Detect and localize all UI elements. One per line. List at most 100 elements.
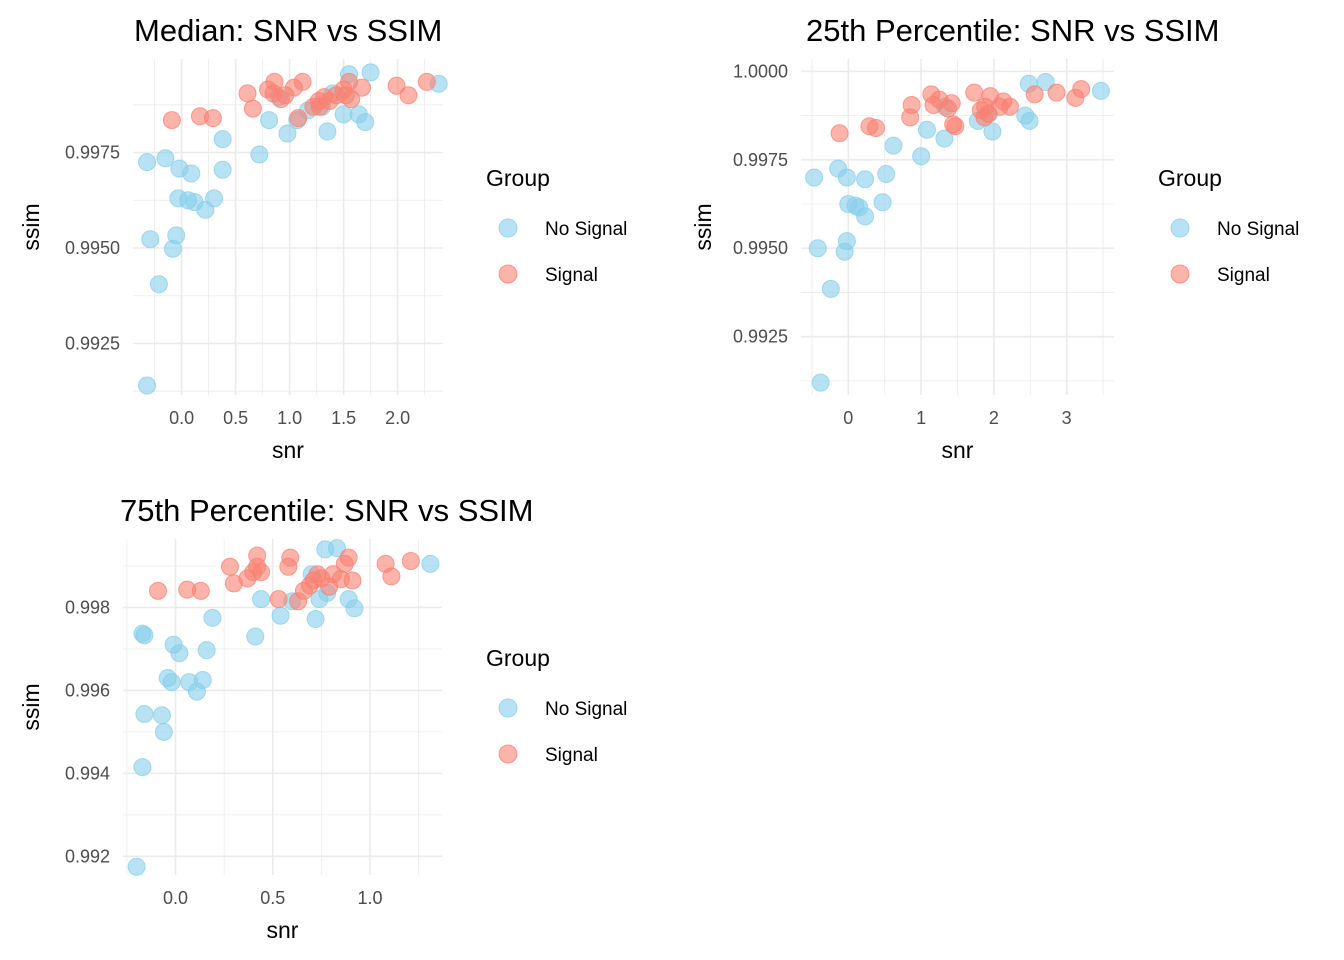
data-point — [238, 84, 257, 103]
data-point — [246, 627, 265, 646]
y-tick-label: 0.9975 — [733, 150, 788, 170]
y-axis-label: ssim — [18, 683, 44, 730]
data-point — [133, 758, 152, 777]
x-tick-label: 0.5 — [223, 408, 248, 428]
data-point — [1047, 83, 1066, 102]
legend-label: No Signal — [545, 699, 627, 720]
chart-median: 0.0 0.5 1.0 1.5 2.0 0.9925 0.9950 0.9975 snr ssim… — [18, 13, 627, 463]
data-point — [387, 76, 406, 95]
data-point — [401, 551, 420, 570]
legend-marker — [1170, 218, 1190, 238]
data-point — [811, 373, 830, 392]
data-point — [342, 90, 361, 109]
data-point — [203, 109, 222, 128]
data-point — [156, 149, 175, 168]
data-point — [135, 626, 154, 645]
data-point — [191, 581, 210, 600]
x-axis-label: snr — [942, 437, 974, 463]
x-axis-label: snr — [272, 437, 304, 463]
data-point — [138, 153, 157, 172]
y-tick-label: 1.0000 — [733, 61, 788, 81]
data-point — [837, 232, 856, 251]
data-point — [162, 673, 181, 692]
y-axis-label: ssim — [18, 203, 44, 250]
data-point — [265, 72, 284, 91]
legend: Group No Signal Signal — [486, 645, 627, 766]
data-point — [135, 705, 154, 724]
data-point — [399, 86, 418, 105]
data-point — [213, 130, 232, 149]
y-tick-label: 0.9950 — [733, 238, 788, 258]
data-point — [334, 105, 353, 124]
x-tick-label: 0 — [843, 408, 853, 428]
series-signal — [162, 72, 436, 130]
data-point — [149, 581, 168, 600]
legend-marker — [498, 744, 518, 764]
legend-title: Group — [1158, 165, 1222, 191]
data-point — [138, 376, 157, 395]
chart-title: 75th Percentile: SNR vs SSIM — [120, 493, 534, 528]
data-point — [902, 95, 921, 114]
data-point — [352, 78, 371, 97]
legend-marker — [498, 698, 518, 718]
data-point — [248, 546, 267, 565]
legend-label: Signal — [545, 745, 598, 766]
data-point — [149, 275, 168, 294]
series-signal — [149, 546, 420, 611]
data-point — [356, 113, 375, 131]
data-point — [152, 706, 171, 725]
data-point — [327, 539, 346, 558]
x-tick-label: 1.5 — [331, 408, 356, 428]
data-point — [421, 554, 440, 573]
legend-label: Signal — [545, 265, 598, 286]
data-point — [260, 111, 279, 130]
data-point — [243, 99, 262, 118]
grid — [133, 59, 443, 395]
data-point — [942, 94, 961, 113]
data-point — [252, 590, 271, 609]
data-point — [808, 239, 827, 258]
data-point — [141, 230, 160, 249]
x-tick-label: 0.5 — [260, 888, 285, 908]
x-tick-label: 3 — [1062, 408, 1072, 428]
data-point — [250, 145, 269, 164]
chart-25th-percentile: 0 1 2 3 0.9925 0.9950 0.9975 1.0000 snr ssim 25th … — [690, 13, 1299, 463]
data-point — [1025, 85, 1044, 104]
data-point — [873, 193, 892, 212]
data-point — [281, 548, 300, 567]
legend: Group No Signal Signal — [1158, 165, 1299, 286]
data-point — [271, 606, 290, 625]
series-signal — [830, 80, 1091, 143]
data-point — [220, 557, 239, 576]
legend: Group No Signal Signal — [486, 165, 627, 286]
data-point — [805, 168, 824, 187]
data-point — [1072, 80, 1091, 99]
x-tick-label: 1.0 — [358, 888, 383, 908]
chart-75th-percentile: 0.0 0.5 1.0 0.992 0.994 0.996 0.998 snr ssim 75th… — [18, 493, 627, 943]
data-point — [877, 164, 896, 183]
data-point — [417, 72, 436, 91]
data-point — [884, 136, 903, 155]
data-point — [193, 671, 212, 690]
data-point — [197, 641, 216, 660]
y-tick-label: 0.996 — [65, 680, 110, 700]
data-point — [983, 122, 1002, 141]
data-point — [866, 118, 885, 137]
y-tick-label: 0.9950 — [65, 238, 120, 258]
data-point — [1020, 111, 1039, 130]
x-tick-label: 2 — [989, 408, 999, 428]
data-point — [1036, 72, 1055, 91]
data-point — [946, 117, 965, 136]
chart-title: Median: SNR vs SSIM — [134, 13, 442, 48]
data-point — [935, 129, 954, 148]
data-point — [162, 111, 181, 130]
x-tick-label: 2.0 — [385, 408, 410, 428]
data-point — [154, 722, 173, 741]
data-point — [269, 590, 288, 609]
legend-label: Signal — [1217, 265, 1270, 286]
data-point — [856, 207, 875, 226]
legend-label: No Signal — [545, 219, 627, 240]
legend-marker — [498, 218, 518, 238]
y-tick-label: 0.9975 — [65, 143, 120, 163]
legend-title: Group — [486, 645, 550, 671]
